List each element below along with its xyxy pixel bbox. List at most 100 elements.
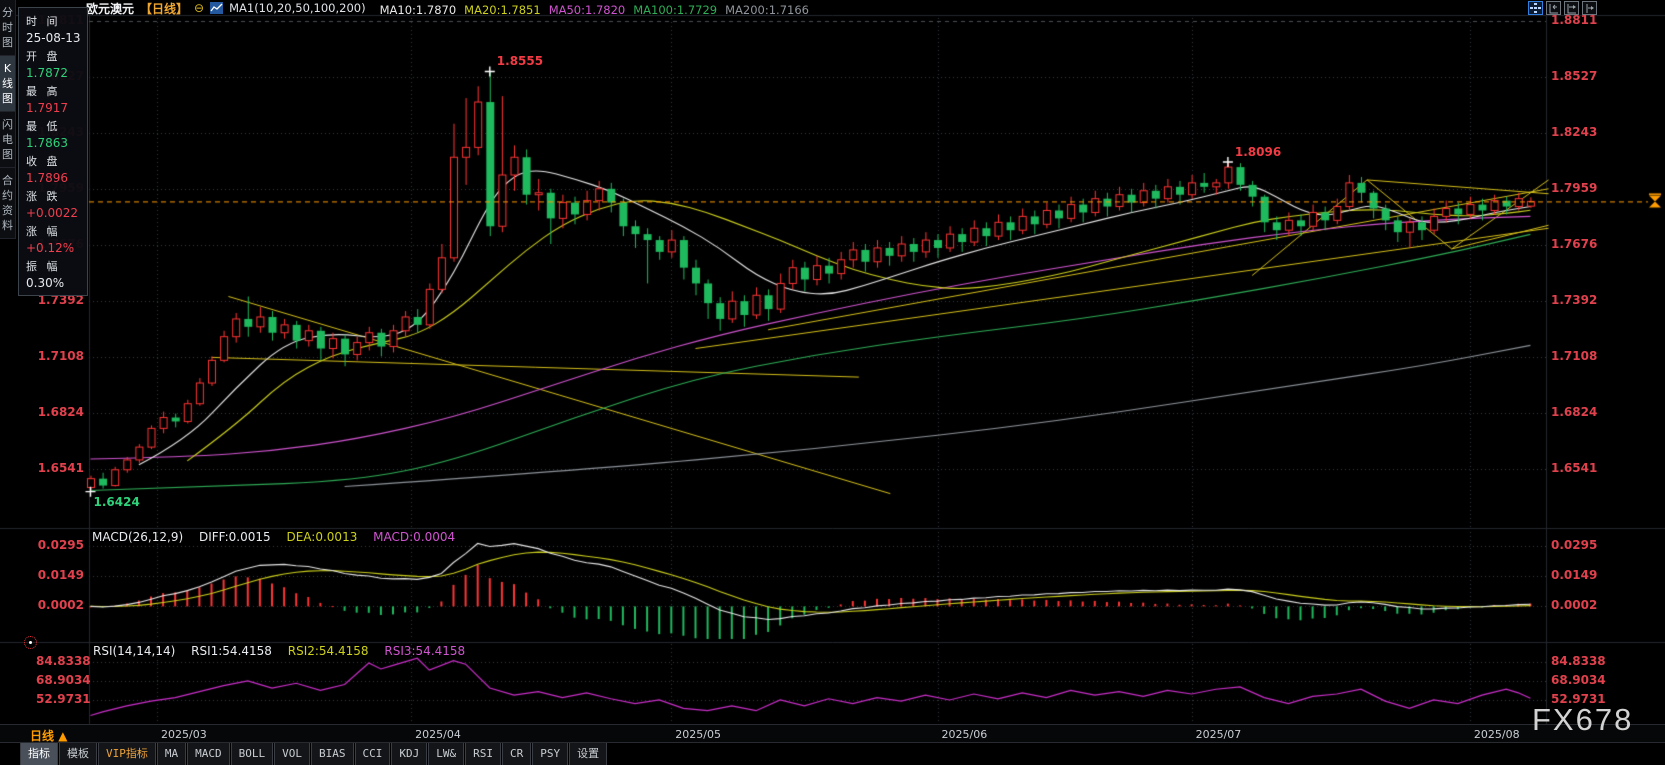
rsi-title: RSI(14,14,14) xyxy=(93,644,176,658)
ma-legend-item-5: MA200:1.7166 xyxy=(725,2,809,17)
info-label-7: 涨 幅 xyxy=(26,225,61,238)
rsi1-value: RSI1:54.4158 xyxy=(191,644,272,658)
toolbar-item-RSI[interactable]: RSI xyxy=(465,743,501,765)
rsi-tick-left-1: 84.8338 xyxy=(36,654,91,668)
macd-tick-left-2: 0.0149 xyxy=(37,567,84,582)
toolbar-item-PSY[interactable]: PSY xyxy=(532,743,569,765)
price-tick-left-8: 1.6824 xyxy=(37,404,84,419)
quote-info-panel: 时 间 25-08-13 开 盘 1.7872 最 高 1.7917 最 低 1.7863 收 … xyxy=(18,7,88,296)
rsi-tick-right-3: 52.9731 xyxy=(1551,691,1606,706)
toolbar-item-MACD[interactable]: MACD xyxy=(187,743,230,765)
ma-legend-item-2: MA20:1.7851 xyxy=(464,2,541,17)
price-tick-left-7: 1.7108 xyxy=(37,348,84,363)
price-tick-right-7: 1.7108 xyxy=(1551,348,1598,363)
symbol-name: 欧元澳元 xyxy=(86,1,135,16)
info-value-7: +0.12% xyxy=(26,241,75,255)
toolbar-item-MA[interactable]: MA xyxy=(156,743,187,765)
chart-header: 欧元澳元 【日线】 ⊖ MA1(10,20,50,100,200) MA10:1… xyxy=(86,0,809,18)
macd-tick-right-3: 0.0002 xyxy=(1551,597,1598,612)
toolbar-item-模板[interactable]: 模板 xyxy=(59,743,97,765)
info-label-4: 最 低 xyxy=(26,120,61,133)
ma-legend-item-4: MA100:1.7729 xyxy=(633,2,718,17)
toolbar-item-LW&[interactable]: LW& xyxy=(428,743,465,765)
toolbar-item-CCI[interactable]: CCI xyxy=(354,743,391,765)
sidebar-tab-1[interactable]: 分时图 xyxy=(0,0,16,56)
toolbar-item-指标[interactable]: 指标 xyxy=(20,743,58,765)
ma-legend-item-1: MA10:1.7870 xyxy=(379,2,457,17)
period-badge: 【日线】 xyxy=(140,1,189,16)
sidebar-tab-4[interactable]: 合约资料 xyxy=(0,168,16,239)
chart-view-buttons xyxy=(1528,1,1597,15)
toolbar-item-BOLL[interactable]: BOLL xyxy=(230,743,274,765)
toolbar-item-VOL[interactable]: VOL xyxy=(274,743,310,765)
info-label-1: 时 间 xyxy=(26,15,61,28)
date-tick-2: 2025/04 xyxy=(415,728,461,741)
rsi-tick-right-1: 84.8338 xyxy=(1551,654,1606,668)
info-value-6: +0.0022 xyxy=(26,206,79,220)
rsi-tick-right-2: 68.9034 xyxy=(1551,672,1606,687)
crosshair-icon[interactable] xyxy=(1528,1,1543,15)
date-tick-1: 2025/03 xyxy=(161,728,207,741)
annotation-high-1: 1.8555 xyxy=(496,54,544,69)
toolbar-item-KDJ[interactable]: KDJ xyxy=(391,743,428,765)
price-tick-right-3: 1.8243 xyxy=(1551,124,1598,139)
price-tick-left-6: 1.7392 xyxy=(37,292,84,307)
macd-title: MACD(26,12,9) xyxy=(92,530,184,544)
annotation-low-3: 1.6424 xyxy=(93,494,140,509)
pan-right-icon[interactable] xyxy=(1582,1,1597,15)
info-label-2: 开 盘 xyxy=(26,50,61,63)
toolbar-item-VIP指标[interactable]: VIP指标 xyxy=(98,743,156,765)
macd-diff-value: DIFF:0.0015 xyxy=(198,530,271,544)
price-tick-right-2: 1.8527 xyxy=(1551,68,1598,83)
axis-arrow-left-icon[interactable] xyxy=(1546,1,1561,15)
info-value-8: 0.30% xyxy=(26,276,65,290)
rsi-tick-left-3: 52.9731 xyxy=(36,691,91,706)
info-value-1: 25-08-13 xyxy=(26,31,81,45)
toolbar-item-BIAS[interactable]: BIAS xyxy=(311,743,354,765)
sidebar-tab-2[interactable]: K线图 xyxy=(0,56,16,112)
indicator-settings-icon[interactable] xyxy=(24,636,37,649)
rsi3-value: RSI3:54.4158 xyxy=(384,644,466,658)
price-tick-left-9: 1.6541 xyxy=(37,460,84,475)
macd-tick-right-2: 0.0149 xyxy=(1551,567,1598,582)
date-tick-3: 2025/05 xyxy=(675,728,721,741)
sidebar-tab-3[interactable]: 闪电图 xyxy=(0,112,16,168)
macd-tick-left-3: 0.0002 xyxy=(37,597,84,612)
price-tick-right-5: 1.7676 xyxy=(1551,236,1598,251)
date-axis: 日线 ▲ 2025/03 2025/04 2025/05 2025/06 2025/07… xyxy=(0,724,1665,743)
info-value-4: 1.7863 xyxy=(26,136,68,150)
zoom-out-icon[interactable]: ⊖ xyxy=(194,1,205,15)
ma-chart-icon xyxy=(210,0,224,18)
indicator-toolbar: 指标 模板 VIP指标 MA MACD BOLL VOL BIAS CCI KDJ LW& RSI CR… xyxy=(20,743,608,765)
ma-legend: MA10:1.7870 MA20:1.7851 MA50:1.7820 MA100:1… xyxy=(372,0,809,18)
info-label-8: 振 幅 xyxy=(26,260,61,273)
info-label-6: 涨 跌 xyxy=(26,190,61,203)
date-tick-5: 2025/07 xyxy=(1195,728,1242,741)
date-tick-6: 2025/08 xyxy=(1473,728,1520,741)
rsi-tick-left-2: 68.9034 xyxy=(36,672,91,687)
price-tick-right-8: 1.6824 xyxy=(1551,404,1598,419)
toolbar-item-CR[interactable]: CR xyxy=(502,743,532,765)
macd-dea-value: DEA:0.0013 xyxy=(286,530,358,544)
toolbar-item-设置[interactable]: 设置 xyxy=(569,743,608,765)
price-tick-right-1: 1.8811 xyxy=(1551,13,1598,27)
axis-arrow-right-icon[interactable] xyxy=(1564,1,1579,15)
macd-tick-left-1: 0.0295 xyxy=(37,538,84,553)
sidebar-tabs: 分时图 K线图 闪电图 合约资料 xyxy=(0,0,16,239)
period-selector[interactable]: 日线 ▲ xyxy=(30,729,68,743)
price-tick-right-6: 1.7392 xyxy=(1551,292,1598,307)
rsi-header: RSI(14,14,14) RSI1:54.4158 RSI2:54.4158 … xyxy=(93,644,477,658)
ma-summary-label: MA1(10,20,50,100,200) xyxy=(229,1,366,15)
watermark: FX678 xyxy=(1532,702,1634,737)
rsi2-value: RSI2:54.4158 xyxy=(287,644,369,658)
macd-tick-right-1: 0.0295 xyxy=(1551,538,1598,553)
info-value-2: 1.7872 xyxy=(26,66,68,80)
macd-header: MACD(26,12,9) DIFF:0.0015 DEA:0.0013 MAC… xyxy=(92,530,467,544)
price-tick-right-4: 1.7959 xyxy=(1551,180,1598,195)
ma-legend-item-3: MA50:1.7820 xyxy=(548,2,626,17)
macd-bar-value: MACD:0.0004 xyxy=(373,530,456,544)
info-label-5: 收 盘 xyxy=(26,155,61,168)
info-value-3: 1.7917 xyxy=(26,101,68,115)
